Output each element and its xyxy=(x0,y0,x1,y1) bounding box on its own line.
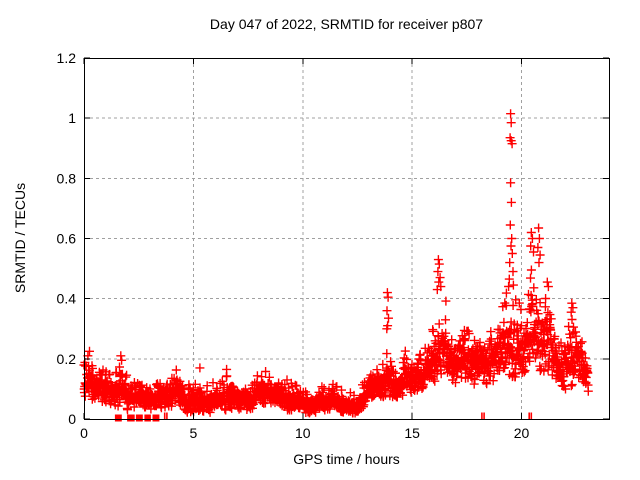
zero-value-tick xyxy=(530,412,533,420)
peak-points xyxy=(83,109,578,376)
chart-title: Day 047 of 2022, SRMTID for receiver p80… xyxy=(209,16,484,32)
zero-value-cluster xyxy=(114,414,122,422)
x-tick-label: 5 xyxy=(189,425,197,441)
zero-value-cluster xyxy=(127,414,135,422)
x-tick-label: 15 xyxy=(404,425,420,441)
x-axis-label: GPS time / hours xyxy=(293,451,400,467)
y-tick-label: 0.2 xyxy=(57,351,77,367)
y-tick-label: 0 xyxy=(68,411,76,427)
y-tick-label: 1.2 xyxy=(57,50,77,66)
zero-value-cluster xyxy=(152,414,160,422)
y-axis-label: SRMTID / TECUs xyxy=(12,182,28,294)
y-tick-label: 0.4 xyxy=(57,291,77,307)
zero-value-cluster xyxy=(144,414,151,422)
x-tick-label: 10 xyxy=(295,425,311,441)
y-tick-label: 0.6 xyxy=(57,231,77,247)
zero-value-tick xyxy=(163,412,166,420)
y-tick-label: 1 xyxy=(68,110,76,126)
y-tick-label: 0.8 xyxy=(57,170,77,186)
axis-ticks xyxy=(83,57,609,420)
grid-lines xyxy=(84,58,609,419)
zero-value-tick xyxy=(481,412,483,420)
x-tick-label: 0 xyxy=(80,425,88,441)
zero-value-tick xyxy=(166,412,168,420)
scatter-points xyxy=(79,265,593,418)
zero-value-tick xyxy=(483,412,485,420)
x-tick-label: 20 xyxy=(514,425,530,441)
zero-value-cluster xyxy=(135,414,143,422)
zero-value-tick xyxy=(528,412,530,420)
